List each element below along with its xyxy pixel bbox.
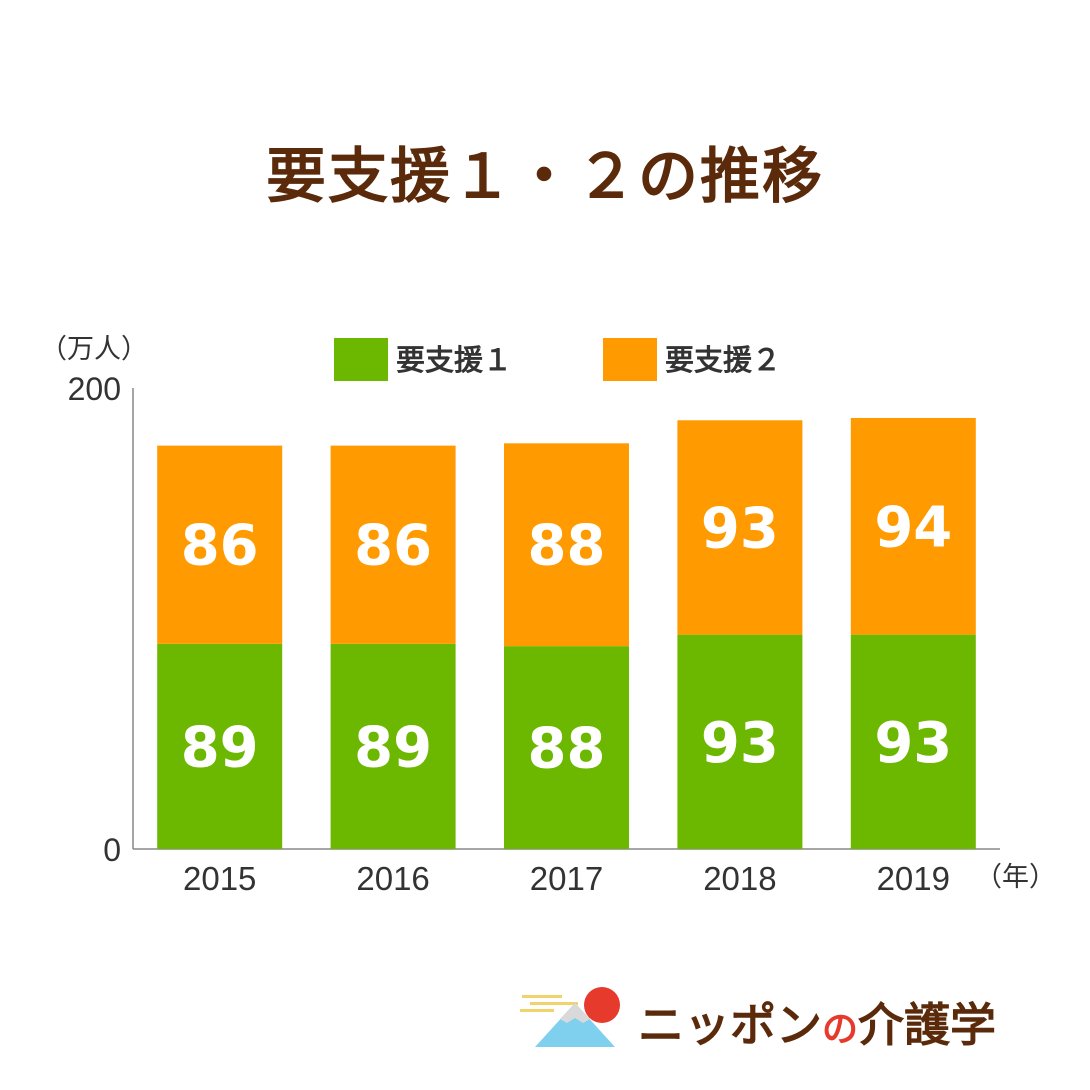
bar-segment-1 <box>157 643 283 849</box>
legend-swatch <box>603 338 657 381</box>
x-tick-label: 2019 <box>877 860 950 897</box>
brand-name: ニッポンの介護学 <box>638 998 997 1052</box>
bar-value-label: 88 <box>528 717 606 782</box>
bar-value-label: 93 <box>701 496 779 561</box>
bar-value-label: 88 <box>528 514 606 579</box>
bar-value-label: 89 <box>181 715 259 780</box>
x-axis-unit: （年） <box>975 862 1056 893</box>
bar-segment-1 <box>330 643 456 849</box>
x-tick-label: 2016 <box>356 860 429 897</box>
bar-segment-2 <box>850 417 976 635</box>
bar-segment-2 <box>677 420 803 635</box>
bar-value-label: 94 <box>874 495 952 560</box>
y-axis-unit: （万人） <box>40 334 148 365</box>
legend-label: 要支援２ <box>665 343 781 377</box>
y-tick-label: 200 <box>68 371 121 407</box>
bar-value-label: 89 <box>354 715 432 780</box>
legend: 要支援１ 要支援２ <box>334 338 781 381</box>
bars: 89 86 2015 89 86 2016 88 88 2017 93 93 2018 93 94 2019 <box>157 417 976 897</box>
bar-segment-2 <box>504 443 629 647</box>
mount-fuji-icon <box>520 987 620 1047</box>
bar-value-label: 86 <box>181 514 259 579</box>
x-tick-label: 2015 <box>183 860 256 897</box>
x-tick-label: 2017 <box>530 860 603 897</box>
bar-segment-1 <box>677 634 803 849</box>
bar-segment-1 <box>504 646 629 849</box>
brand-logo: ニッポンの介護学 <box>520 985 1070 1055</box>
bar-segment-2 <box>330 445 456 644</box>
bar-value-label: 86 <box>354 514 432 579</box>
y-tick-label: 0 <box>103 832 121 868</box>
bar-value-label: 93 <box>701 711 779 776</box>
chart-title: 要支援１・２の推移 <box>266 142 824 212</box>
bar-segment-2 <box>157 445 283 644</box>
x-tick-label: 2018 <box>703 860 776 897</box>
legend-swatch <box>334 338 388 381</box>
bar-value-label: 93 <box>874 711 952 776</box>
legend-label: 要支援１ <box>396 343 512 377</box>
bar-segment-1 <box>850 634 976 849</box>
